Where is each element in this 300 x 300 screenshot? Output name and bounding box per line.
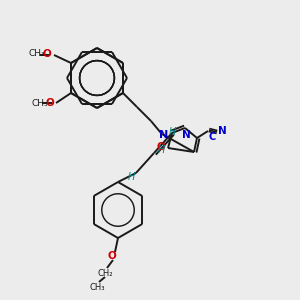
Text: O: O <box>157 142 165 152</box>
Text: O: O <box>42 49 51 59</box>
Text: N: N <box>218 126 226 136</box>
Text: CH₃: CH₃ <box>89 283 105 292</box>
Text: H: H <box>127 172 135 182</box>
Text: C: C <box>208 132 216 142</box>
Text: H: H <box>157 145 165 155</box>
Text: CH₃: CH₃ <box>32 98 48 107</box>
Text: O: O <box>108 251 116 261</box>
Text: H: H <box>168 127 176 137</box>
Text: CH₂: CH₂ <box>97 268 113 278</box>
Text: N: N <box>182 130 190 140</box>
Text: O: O <box>45 98 54 108</box>
Text: N: N <box>159 130 169 140</box>
Text: CH₃: CH₃ <box>29 50 45 58</box>
